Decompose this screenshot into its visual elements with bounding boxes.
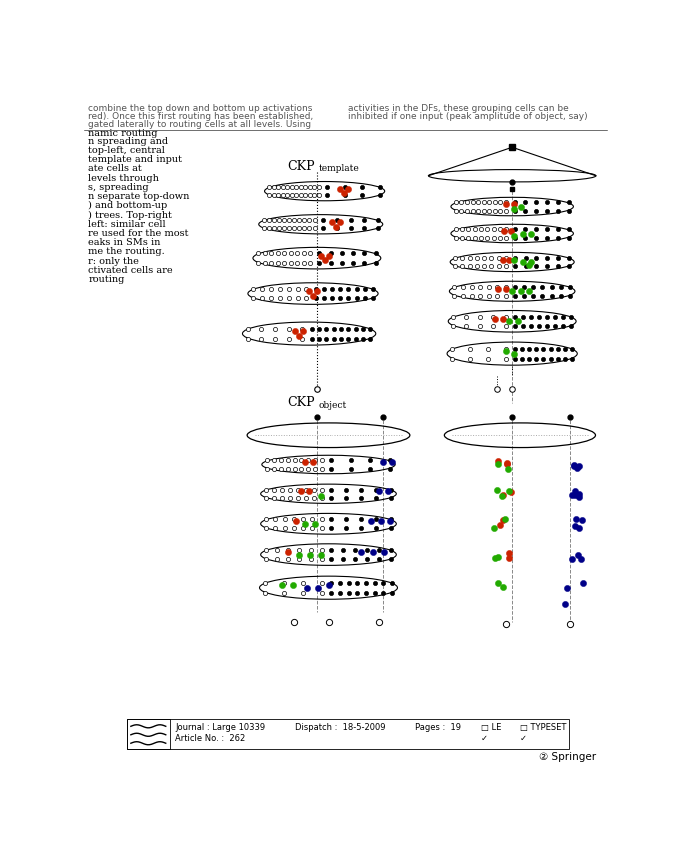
Text: red). Once this first routing has been established,: red). Once this first routing has been e… bbox=[88, 112, 313, 121]
Text: CKP: CKP bbox=[288, 160, 315, 173]
Text: template and input: template and input bbox=[88, 155, 182, 164]
Text: namic routing: namic routing bbox=[88, 129, 158, 138]
Text: s, spreading: s, spreading bbox=[88, 183, 149, 192]
Text: me the routing.: me the routing. bbox=[88, 247, 165, 256]
Text: top-left, central: top-left, central bbox=[88, 146, 165, 155]
Text: Pages :  19: Pages : 19 bbox=[415, 723, 461, 733]
Text: re used for the most: re used for the most bbox=[88, 229, 189, 238]
Text: ctivated cells are: ctivated cells are bbox=[88, 266, 173, 275]
Bar bbox=[127, 718, 169, 749]
Text: n spreading and: n spreading and bbox=[88, 137, 168, 145]
Bar bbox=[127, 718, 569, 749]
Text: ✓: ✓ bbox=[520, 734, 527, 743]
Text: □ LE: □ LE bbox=[481, 723, 502, 733]
Text: ② Springer: ② Springer bbox=[539, 752, 596, 762]
Text: □ TYPESET: □ TYPESET bbox=[520, 723, 566, 733]
Text: levels through: levels through bbox=[88, 174, 159, 183]
Text: n separate top-down: n separate top-down bbox=[88, 192, 190, 201]
Text: inhibited if one input (peak amplitude of object, say): inhibited if one input (peak amplitude o… bbox=[348, 112, 587, 121]
Text: ) and bottom-up: ) and bottom-up bbox=[88, 201, 167, 210]
Text: ) trees. Top-right: ) trees. Top-right bbox=[88, 210, 172, 220]
Text: gated laterally to routing cells at all levels. Using: gated laterally to routing cells at all … bbox=[88, 120, 311, 128]
Text: eaks in SMs in: eaks in SMs in bbox=[88, 239, 161, 247]
Text: template: template bbox=[319, 164, 359, 174]
Text: routing: routing bbox=[88, 275, 125, 284]
Text: combine the top down and bottom up activations: combine the top down and bottom up activ… bbox=[88, 104, 313, 113]
Text: Journal : Large 10339: Journal : Large 10339 bbox=[175, 723, 265, 733]
Text: object: object bbox=[319, 401, 347, 410]
Text: left: similar cell: left: similar cell bbox=[88, 220, 166, 229]
Text: ate cells at: ate cells at bbox=[88, 164, 142, 174]
Text: CKP: CKP bbox=[288, 397, 315, 410]
Text: ✓: ✓ bbox=[481, 734, 488, 743]
Text: Article No. :  262: Article No. : 262 bbox=[175, 734, 245, 743]
Text: Dispatch :  18-5-2009: Dispatch : 18-5-2009 bbox=[295, 723, 385, 733]
Text: r: only the: r: only the bbox=[88, 256, 139, 266]
Text: activities in the DFs, these grouping cells can be: activities in the DFs, these grouping ce… bbox=[348, 104, 568, 113]
